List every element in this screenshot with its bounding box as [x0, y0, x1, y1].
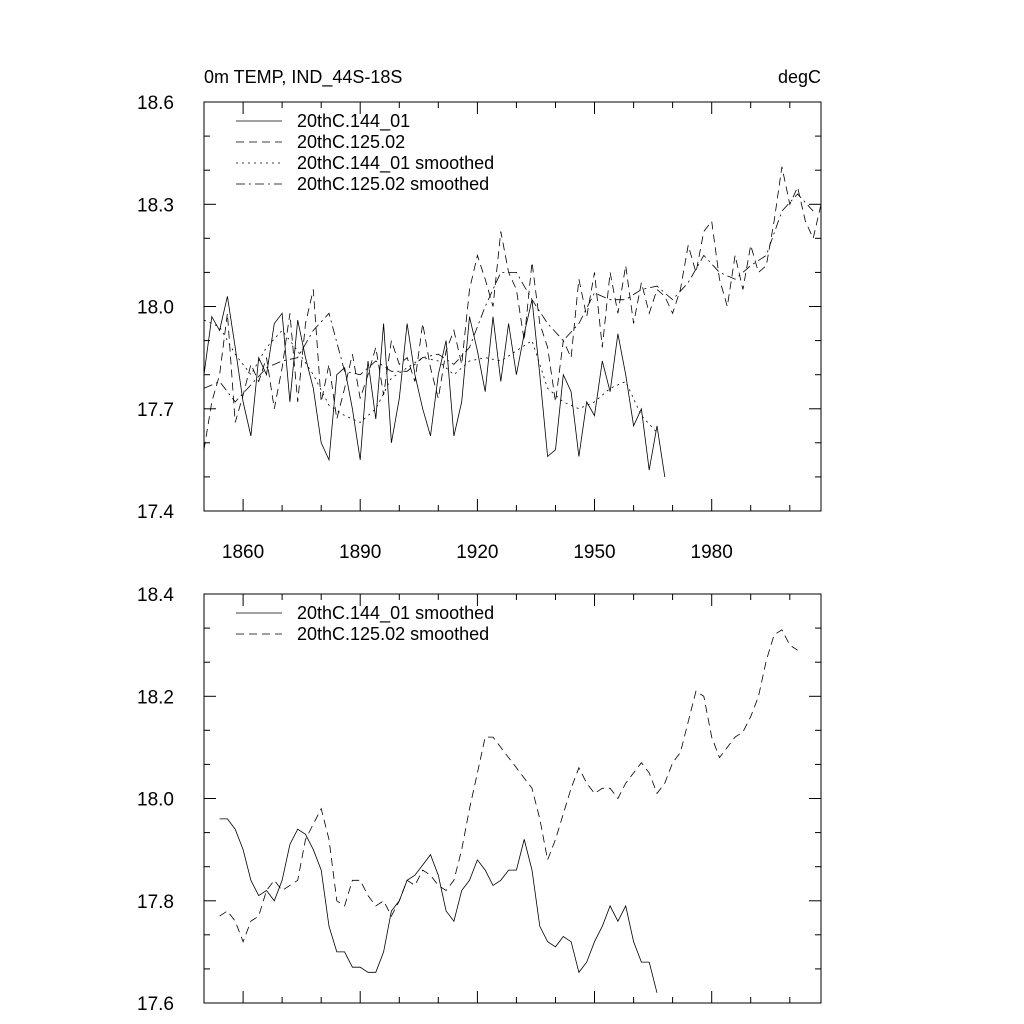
series-lines — [203, 166, 822, 477]
x-tick-label: 1950 — [573, 542, 615, 563]
series-line-1 — [219, 818, 658, 993]
y-tick-label: 18.0 — [137, 790, 174, 811]
units-label: degC — [778, 67, 821, 87]
legend-label: 20thC.125.02 — [297, 132, 405, 152]
chart-title: 0m TEMP, IND_44S-18S — [204, 67, 402, 88]
legend-label: 20thC.144_01 smoothed — [297, 153, 494, 174]
tick-marks — [203, 593, 821, 1004]
legend-label: 20thC.144_01 smoothed — [297, 603, 494, 624]
series-line-2 — [219, 629, 798, 943]
legend-label: 20thC.125.02 smoothed — [297, 624, 489, 644]
series-line-1 — [203, 296, 666, 477]
tick-marks — [203, 101, 821, 512]
x-tick-labels: 1860 1890 1920 1950 1980 — [222, 542, 733, 563]
x-tick-label: 1860 — [222, 542, 264, 563]
bottom-panel: 17.6 17.8 18.0 18.2 18.4 20thC.144_01 smooth… — [137, 585, 822, 1015]
y-tick-label: 17.7 — [137, 400, 174, 421]
top-panel: 0m TEMP, IND_44S-18S degC 17.4 17.7 18.0 18… — [137, 67, 822, 563]
y-tick-label: 18.2 — [137, 687, 174, 708]
y-tick-label: 17.8 — [137, 892, 174, 913]
y-tick-label: 17.6 — [137, 994, 174, 1015]
series-line-4 — [203, 193, 814, 403]
x-tick-label: 1980 — [691, 542, 733, 563]
y-tick-label: 18.0 — [137, 298, 174, 319]
y-tick-label: 18.6 — [137, 93, 174, 114]
y-tick-label: 17.4 — [137, 502, 174, 523]
y-tick-label: 18.3 — [137, 195, 174, 216]
y-tick-labels: 17.4 17.7 18.0 18.3 18.6 — [137, 93, 174, 523]
legend-label: 20thC.125.02 smoothed — [297, 174, 489, 194]
series-lines — [219, 629, 798, 993]
legend-label: 20thC.144_01 — [297, 111, 410, 132]
series-line-2 — [203, 166, 822, 450]
x-tick-label: 1920 — [456, 542, 498, 563]
x-tick-label: 1890 — [339, 542, 381, 563]
plot-frame — [203, 593, 822, 1004]
y-tick-labels: 17.6 17.8 18.0 18.2 18.4 — [137, 585, 174, 1015]
y-tick-label: 18.4 — [137, 585, 174, 606]
